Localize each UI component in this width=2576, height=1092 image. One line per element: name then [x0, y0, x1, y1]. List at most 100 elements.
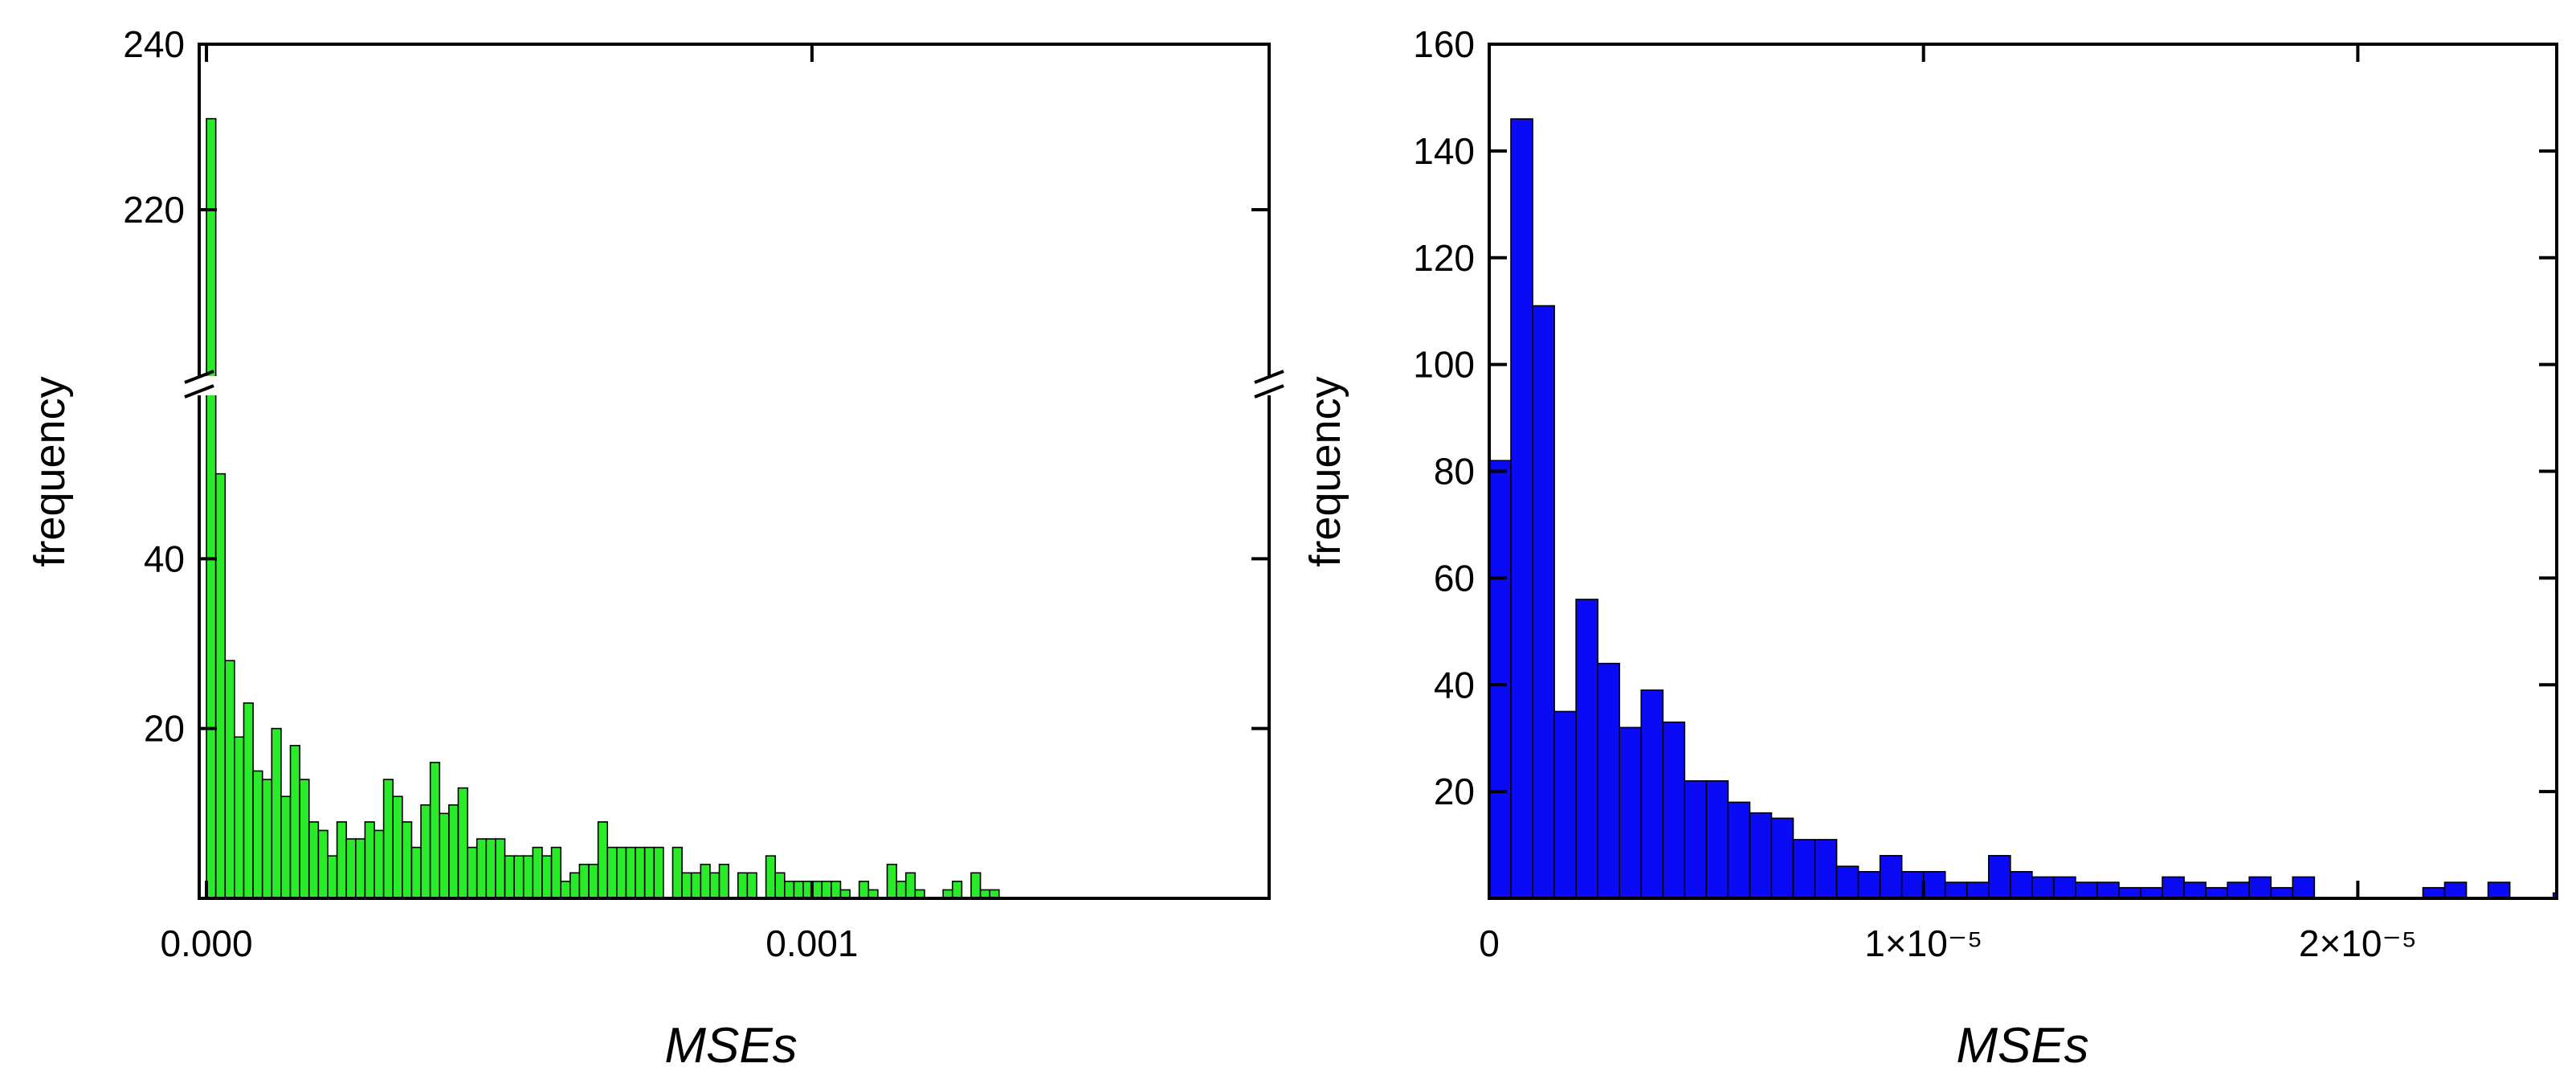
right-x-axis-label: MSEs: [1956, 1018, 2088, 1074]
histogram-bar: [1857, 870, 1881, 899]
histogram-bar: [271, 727, 282, 899]
histogram-bar: [522, 855, 534, 899]
histogram-bar: [457, 787, 468, 899]
histogram-bar: [327, 855, 338, 899]
histogram-bar: [569, 872, 581, 899]
right-histogram-panel: 20 40 60 80 100 120 140 160 0 1×10⁻⁵ 2×10⁻⁵ freque…: [1301, 23, 2558, 1074]
histogram-bar: [1749, 812, 1773, 899]
histogram-bar: [550, 846, 561, 899]
histogram-bar: [2443, 881, 2468, 899]
histogram-bar: [718, 863, 729, 899]
x-tick-label: 0: [1479, 922, 1500, 964]
histogram-bar: [2487, 881, 2511, 899]
histogram-bar: [681, 872, 692, 899]
histogram-bar: [560, 881, 571, 899]
y-tick-label: 60: [1434, 557, 1475, 599]
left-histogram-bars: [206, 117, 1000, 899]
histogram-bar: [495, 838, 506, 899]
histogram-bar: [597, 821, 609, 899]
histogram-bar: [1879, 855, 1903, 899]
histogram-bar: [2075, 881, 2098, 899]
histogram-bar: [429, 762, 441, 899]
histogram-bar: [970, 872, 982, 899]
histogram-bar: [1814, 839, 1838, 899]
y-tick-label: 160: [1413, 23, 1475, 65]
y-tick-label: 20: [1434, 771, 1475, 812]
histogram-bar: [354, 838, 366, 899]
histogram-bar: [886, 863, 897, 899]
histogram-bar: [476, 838, 488, 899]
histogram-bar: [672, 846, 683, 899]
histogram-bar: [1835, 865, 1860, 899]
histogram-bar: [467, 846, 478, 899]
histogram-bar: [532, 846, 543, 899]
histogram-bar: [364, 821, 375, 899]
histogram-bar: [448, 804, 459, 899]
histogram-bar: [1987, 855, 2011, 899]
histogram-bar: [858, 881, 870, 899]
histogram-bar: [765, 855, 776, 899]
histogram-bar: [746, 872, 757, 899]
histogram-bar: [2053, 876, 2076, 899]
histogram-bar: [2162, 876, 2185, 899]
histogram-bar: [420, 804, 431, 899]
histogram-bar: [1727, 801, 1751, 899]
histogram-bar: [2010, 870, 2033, 899]
histogram-bar: [317, 829, 329, 899]
histogram-bar: [1900, 870, 1925, 899]
histogram-bar: [709, 872, 721, 899]
histogram-bar: [345, 838, 357, 899]
histogram-bar: [2248, 876, 2272, 899]
histogram-bar: [243, 702, 254, 899]
y-tick-label: 20: [144, 708, 185, 750]
histogram-bar: [635, 846, 646, 899]
histogram-bar: [700, 863, 711, 899]
histogram-bar: [1488, 460, 1512, 899]
histogram-bar: [1510, 118, 1533, 899]
histogram-bar: [653, 846, 664, 899]
left-axis-break: [183, 370, 1285, 399]
histogram-bar: [402, 821, 413, 899]
histogram-bar: [410, 846, 422, 899]
x-tick-label: 1×10⁻⁵: [1864, 922, 1982, 964]
histogram-bar: [1575, 599, 1598, 899]
histogram-bar: [606, 846, 618, 899]
histogram-bar: [1662, 721, 1686, 899]
histogram-bar: [2031, 876, 2055, 899]
left-y-axis-label: frequency: [26, 376, 74, 566]
histogram-bar: [1619, 726, 1643, 899]
y-tick-label: 100: [1413, 344, 1475, 386]
histogram-bar: [951, 881, 963, 899]
right-axis-ticks: 20 40 60 80 100 120 140 160 0 1×10⁻⁵ 2×10⁻⁵: [1413, 23, 2557, 964]
right-y-axis-label: frequency: [1301, 376, 1349, 566]
histogram-bar: [485, 838, 496, 899]
x-tick-label: 2×10⁻⁵: [2299, 922, 2417, 964]
histogram-bar: [578, 863, 590, 899]
histogram-bar: [1944, 881, 1968, 899]
histogram-bar: [625, 846, 636, 899]
histogram-bar: [643, 846, 655, 899]
histogram-bar: [811, 881, 823, 899]
histogram-bar: [206, 117, 217, 899]
histogram-bar: [374, 829, 385, 899]
y-tick-label: 240: [123, 23, 185, 65]
histogram-bar: [224, 660, 235, 899]
histogram-bar: [793, 881, 804, 899]
histogram-bar: [1770, 817, 1794, 899]
left-x-axis-label: MSEs: [664, 1018, 797, 1074]
histogram-bar: [896, 881, 907, 899]
histogram-bar: [616, 846, 627, 899]
histogram-bar: [1966, 881, 1990, 899]
histogram-bar: [821, 881, 832, 899]
left-axis-ticks: 20 40 220 240 0.000 0.001: [123, 23, 1269, 964]
histogram-bar: [2096, 881, 2120, 899]
y-tick-label: 140: [1413, 130, 1475, 172]
histogram-bar: [289, 744, 300, 899]
histogram-bar: [783, 881, 795, 899]
x-tick-label: 0.000: [160, 922, 252, 964]
x-tick-label: 0.001: [765, 922, 858, 964]
histogram-bar: [541, 855, 553, 899]
histogram-bar: [690, 872, 702, 899]
histogram-bar: [2292, 876, 2316, 899]
